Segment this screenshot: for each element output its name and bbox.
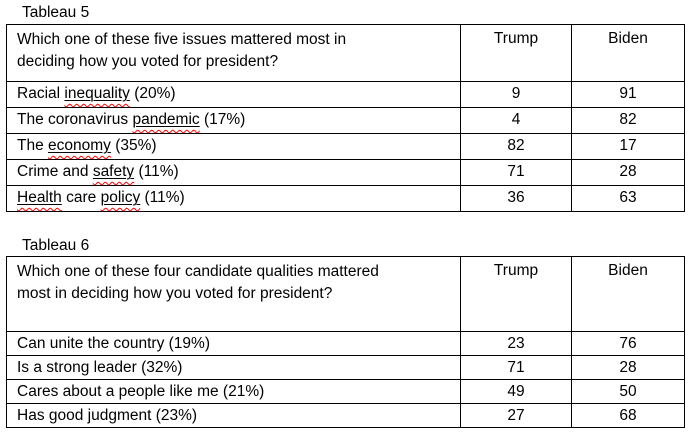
trump-value: 71 (460, 355, 572, 380)
trump-value: 36 (460, 185, 572, 212)
spellcheck-squiggle: economy (48, 137, 111, 154)
underlined-misspelled-word: Health (17, 189, 62, 206)
row-label: Can unite the country (19%) (6, 331, 461, 356)
row-label: The economy (35%) (6, 133, 461, 160)
spellcheck-squiggle: policy (100, 189, 141, 206)
row-label: Health care policy (11%) (6, 185, 461, 212)
spellcheck-squiggle: Health (17, 189, 62, 206)
biden-value: 63 (571, 185, 685, 212)
table5-column-header-biden: Biden (571, 24, 685, 82)
row-label: Cares about a people like me (21%) (6, 379, 461, 404)
row-label: Is a strong leader (32%) (6, 355, 461, 380)
table6-header-row: Which one of these four candidate qualit… (6, 256, 685, 332)
underlined-misspelled-word: economy (48, 137, 111, 154)
trump-value: 71 (460, 159, 572, 186)
table6-column-header-biden: Biden (571, 256, 685, 332)
underlined-misspelled-word: policy (101, 189, 141, 206)
table5-issues: Which one of these five issues mattered … (6, 24, 685, 212)
trump-value: 23 (460, 331, 572, 356)
table-row: Cares about a people like me (21%) 49 50 (6, 379, 685, 404)
trump-value: 9 (460, 81, 572, 108)
table6-title: Tableau 6 (22, 237, 90, 254)
biden-value: 76 (571, 331, 685, 356)
trump-value: 82 (460, 133, 572, 160)
trump-value: 49 (460, 379, 572, 404)
spellcheck-squiggle: inequality (64, 85, 130, 102)
biden-value: 91 (571, 81, 685, 108)
table-row: The economy (35%) 82 17 (6, 133, 685, 160)
biden-value: 68 (571, 403, 685, 428)
biden-value: 17 (571, 133, 685, 160)
table-row: Is a strong leader (32%) 71 28 (6, 355, 685, 380)
row-label: Crime and safety (11%) (6, 159, 461, 186)
underlined-misspelled-word: safety (93, 163, 134, 180)
biden-value: 82 (571, 107, 685, 134)
biden-value: 28 (571, 355, 685, 380)
spellcheck-squiggle: pandemic (132, 111, 200, 128)
trump-value: 27 (460, 403, 572, 428)
table6-question: Which one of these four candidate qualit… (6, 256, 461, 332)
trump-value: 4 (460, 107, 572, 134)
table-row: Crime and safety (11%) 71 28 (6, 159, 685, 186)
table-row: The coronavirus pandemic (17%) 4 82 (6, 107, 685, 134)
spellcheck-squiggle: safety (92, 163, 135, 180)
table-row: Racial inequality (20%) 9 91 (6, 81, 685, 108)
table-row: Has good judgment (23%) 27 68 (6, 403, 685, 428)
row-label: Has good judgment (23%) (6, 403, 461, 428)
underlined-misspelled-word: pandemic (132, 111, 199, 128)
underlined-misspelled-word: inequality (64, 85, 130, 102)
biden-value: 28 (571, 159, 685, 186)
row-label: Racial inequality (20%) (6, 81, 461, 108)
table5-question: Which one of these five issues mattered … (6, 24, 461, 82)
table-row: Can unite the country (19%) 23 76 (6, 331, 685, 356)
table5-column-header-trump: Trump (460, 24, 572, 82)
table5-title: Tableau 5 (22, 4, 90, 21)
biden-value: 50 (571, 379, 685, 404)
table5-header-row: Which one of these five issues mattered … (6, 24, 685, 82)
table-row: Health care policy (11%) 36 63 (6, 185, 685, 212)
table6-candidate-qualities: Which one of these four candidate qualit… (6, 256, 685, 428)
table6-column-header-trump: Trump (460, 256, 572, 332)
row-label: The coronavirus pandemic (17%) (6, 107, 461, 134)
